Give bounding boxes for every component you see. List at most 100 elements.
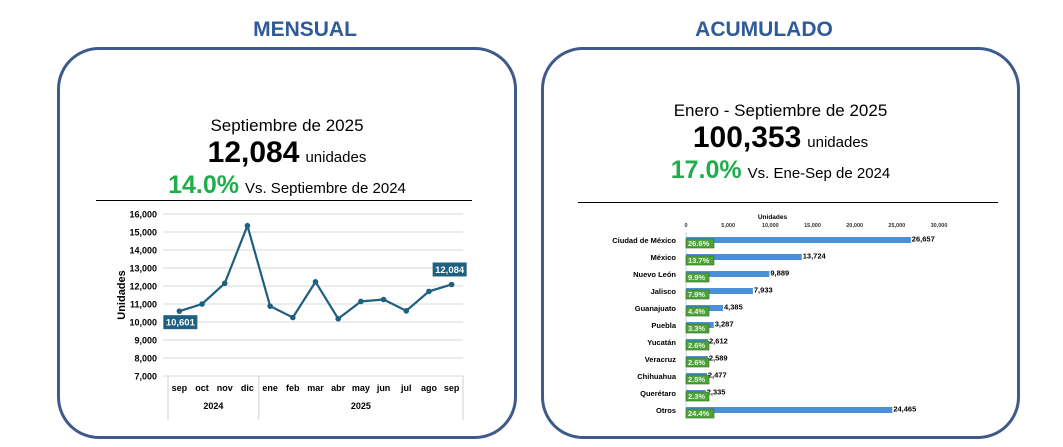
- share-box: [685, 323, 710, 334]
- x-tick-label: jun: [376, 383, 391, 393]
- share-box: [685, 272, 710, 283]
- mensual-vs: Vs. Septiembre de 2024: [244, 180, 406, 197]
- data-point: [426, 288, 432, 295]
- share-label: 13.7%: [688, 256, 710, 265]
- x-tick-label: 5,000: [721, 223, 735, 229]
- y-tick-label: 15,000: [129, 228, 157, 238]
- share-box: [685, 391, 710, 402]
- value-label: 3,287: [715, 320, 734, 329]
- x-tick-label: sep: [172, 383, 188, 393]
- category-label: Querétaro: [640, 389, 676, 398]
- y-tick-label: 14,000: [129, 246, 157, 256]
- value-label: 2,612: [709, 337, 728, 346]
- share-label: 2.6%: [688, 341, 705, 350]
- share-box: [685, 408, 715, 419]
- category-label: Ciudad de México: [612, 236, 676, 245]
- group-label: 2024: [203, 401, 223, 411]
- value-label: 4,385: [724, 303, 743, 312]
- y-axis-label: Unidades: [116, 270, 128, 320]
- x-tick-label: oct: [195, 383, 209, 393]
- share-box: [685, 374, 710, 385]
- data-label: 10,601: [166, 318, 196, 329]
- share-label: 2.3%: [688, 392, 705, 401]
- value-label: 2,477: [708, 371, 727, 380]
- share-box: [685, 306, 710, 317]
- share-box: [685, 238, 715, 249]
- data-point: [221, 280, 228, 287]
- data-point: [335, 315, 341, 322]
- category-label: Puebla: [651, 321, 676, 330]
- x-tick-label: jul: [400, 383, 412, 393]
- x-tick-label: 10,000: [762, 223, 779, 229]
- value-label: 2,589: [709, 354, 728, 363]
- data-point: [312, 279, 319, 285]
- share-label: 7.9%: [688, 290, 705, 299]
- x-tick-label: nov: [217, 383, 233, 393]
- data-point: [290, 314, 296, 321]
- x-tick-label: feb: [286, 383, 300, 393]
- x-tick-label: 25,000: [888, 223, 905, 229]
- share-label: 3.3%: [688, 324, 705, 333]
- y-tick-label: 10,000: [129, 318, 157, 328]
- acumulado-pct: 17.0%: [670, 156, 742, 184]
- category-label: Yucatán: [647, 338, 676, 347]
- y-tick-label: 16,000: [129, 210, 157, 220]
- category-label: Guanajuato: [635, 304, 677, 313]
- x-tick-label: 30,000: [931, 223, 948, 229]
- bar: [686, 254, 802, 260]
- share-label: 24.4%: [688, 409, 710, 418]
- data-point: [199, 301, 205, 307]
- acumulado-title: ACUMULADO: [695, 18, 833, 41]
- share-box: [685, 357, 710, 368]
- mensual-title: MENSUAL: [253, 18, 357, 41]
- x-tick-label: ago: [421, 383, 438, 393]
- y-tick-label: 12,000: [129, 282, 157, 292]
- category-label: Nuevo León: [633, 270, 676, 279]
- category-label: Veracruz: [645, 355, 677, 364]
- data-point: [380, 296, 387, 303]
- share-label: 26.6%: [688, 239, 710, 248]
- data-label-box: [432, 262, 467, 277]
- bar: [686, 407, 893, 413]
- x-axis-label: Unidades: [758, 214, 788, 221]
- y-tick-label: 7,000: [134, 372, 157, 382]
- x-tick-label: abr: [331, 383, 346, 393]
- mensual-value: 12,084: [207, 136, 300, 169]
- y-tick-label: 11,000: [130, 300, 157, 310]
- data-label-box: [163, 315, 198, 330]
- data-point: [448, 281, 455, 288]
- y-tick-label: 8,000: [134, 354, 157, 364]
- acumulado-vs: Vs. Ene-Sep de 2024: [747, 165, 891, 182]
- data-point: [403, 308, 410, 314]
- acumulado-divider: [578, 202, 998, 203]
- share-box: [685, 255, 715, 266]
- x-tick-label: 20,000: [846, 223, 863, 229]
- series-line: [179, 222, 452, 321]
- share-label: 2.6%: [688, 358, 705, 367]
- x-tick-label: mar: [307, 383, 324, 393]
- x-tick-label: dic: [241, 383, 254, 393]
- value-label: 13,724: [803, 252, 827, 261]
- x-tick-label: ene: [262, 383, 278, 393]
- acumulado-value: 100,353: [692, 121, 802, 154]
- value-label: 7,933: [754, 286, 773, 295]
- x-tick-label: may: [352, 383, 370, 393]
- x-tick-label: 0: [684, 223, 687, 229]
- mensual-panel: [57, 47, 517, 439]
- group-label: 2025: [351, 401, 371, 411]
- data-point: [358, 298, 364, 305]
- acumulado-period: Enero - Septiembre de 2025: [673, 101, 888, 120]
- y-tick-label: 9,000: [134, 336, 157, 346]
- category-label: México: [651, 253, 677, 262]
- acumulado-panel: [541, 47, 1020, 439]
- mensual-unit: unidades: [305, 149, 367, 166]
- share-box: [685, 289, 710, 300]
- bar: [686, 271, 770, 277]
- data-point: [176, 308, 183, 314]
- share-label: 4.4%: [688, 307, 705, 316]
- acumulado-unit: unidades: [807, 134, 869, 151]
- mensual-divider: [96, 200, 472, 201]
- data-point: [244, 222, 251, 229]
- bar: [686, 288, 753, 294]
- x-tick-label: 15,000: [804, 223, 821, 229]
